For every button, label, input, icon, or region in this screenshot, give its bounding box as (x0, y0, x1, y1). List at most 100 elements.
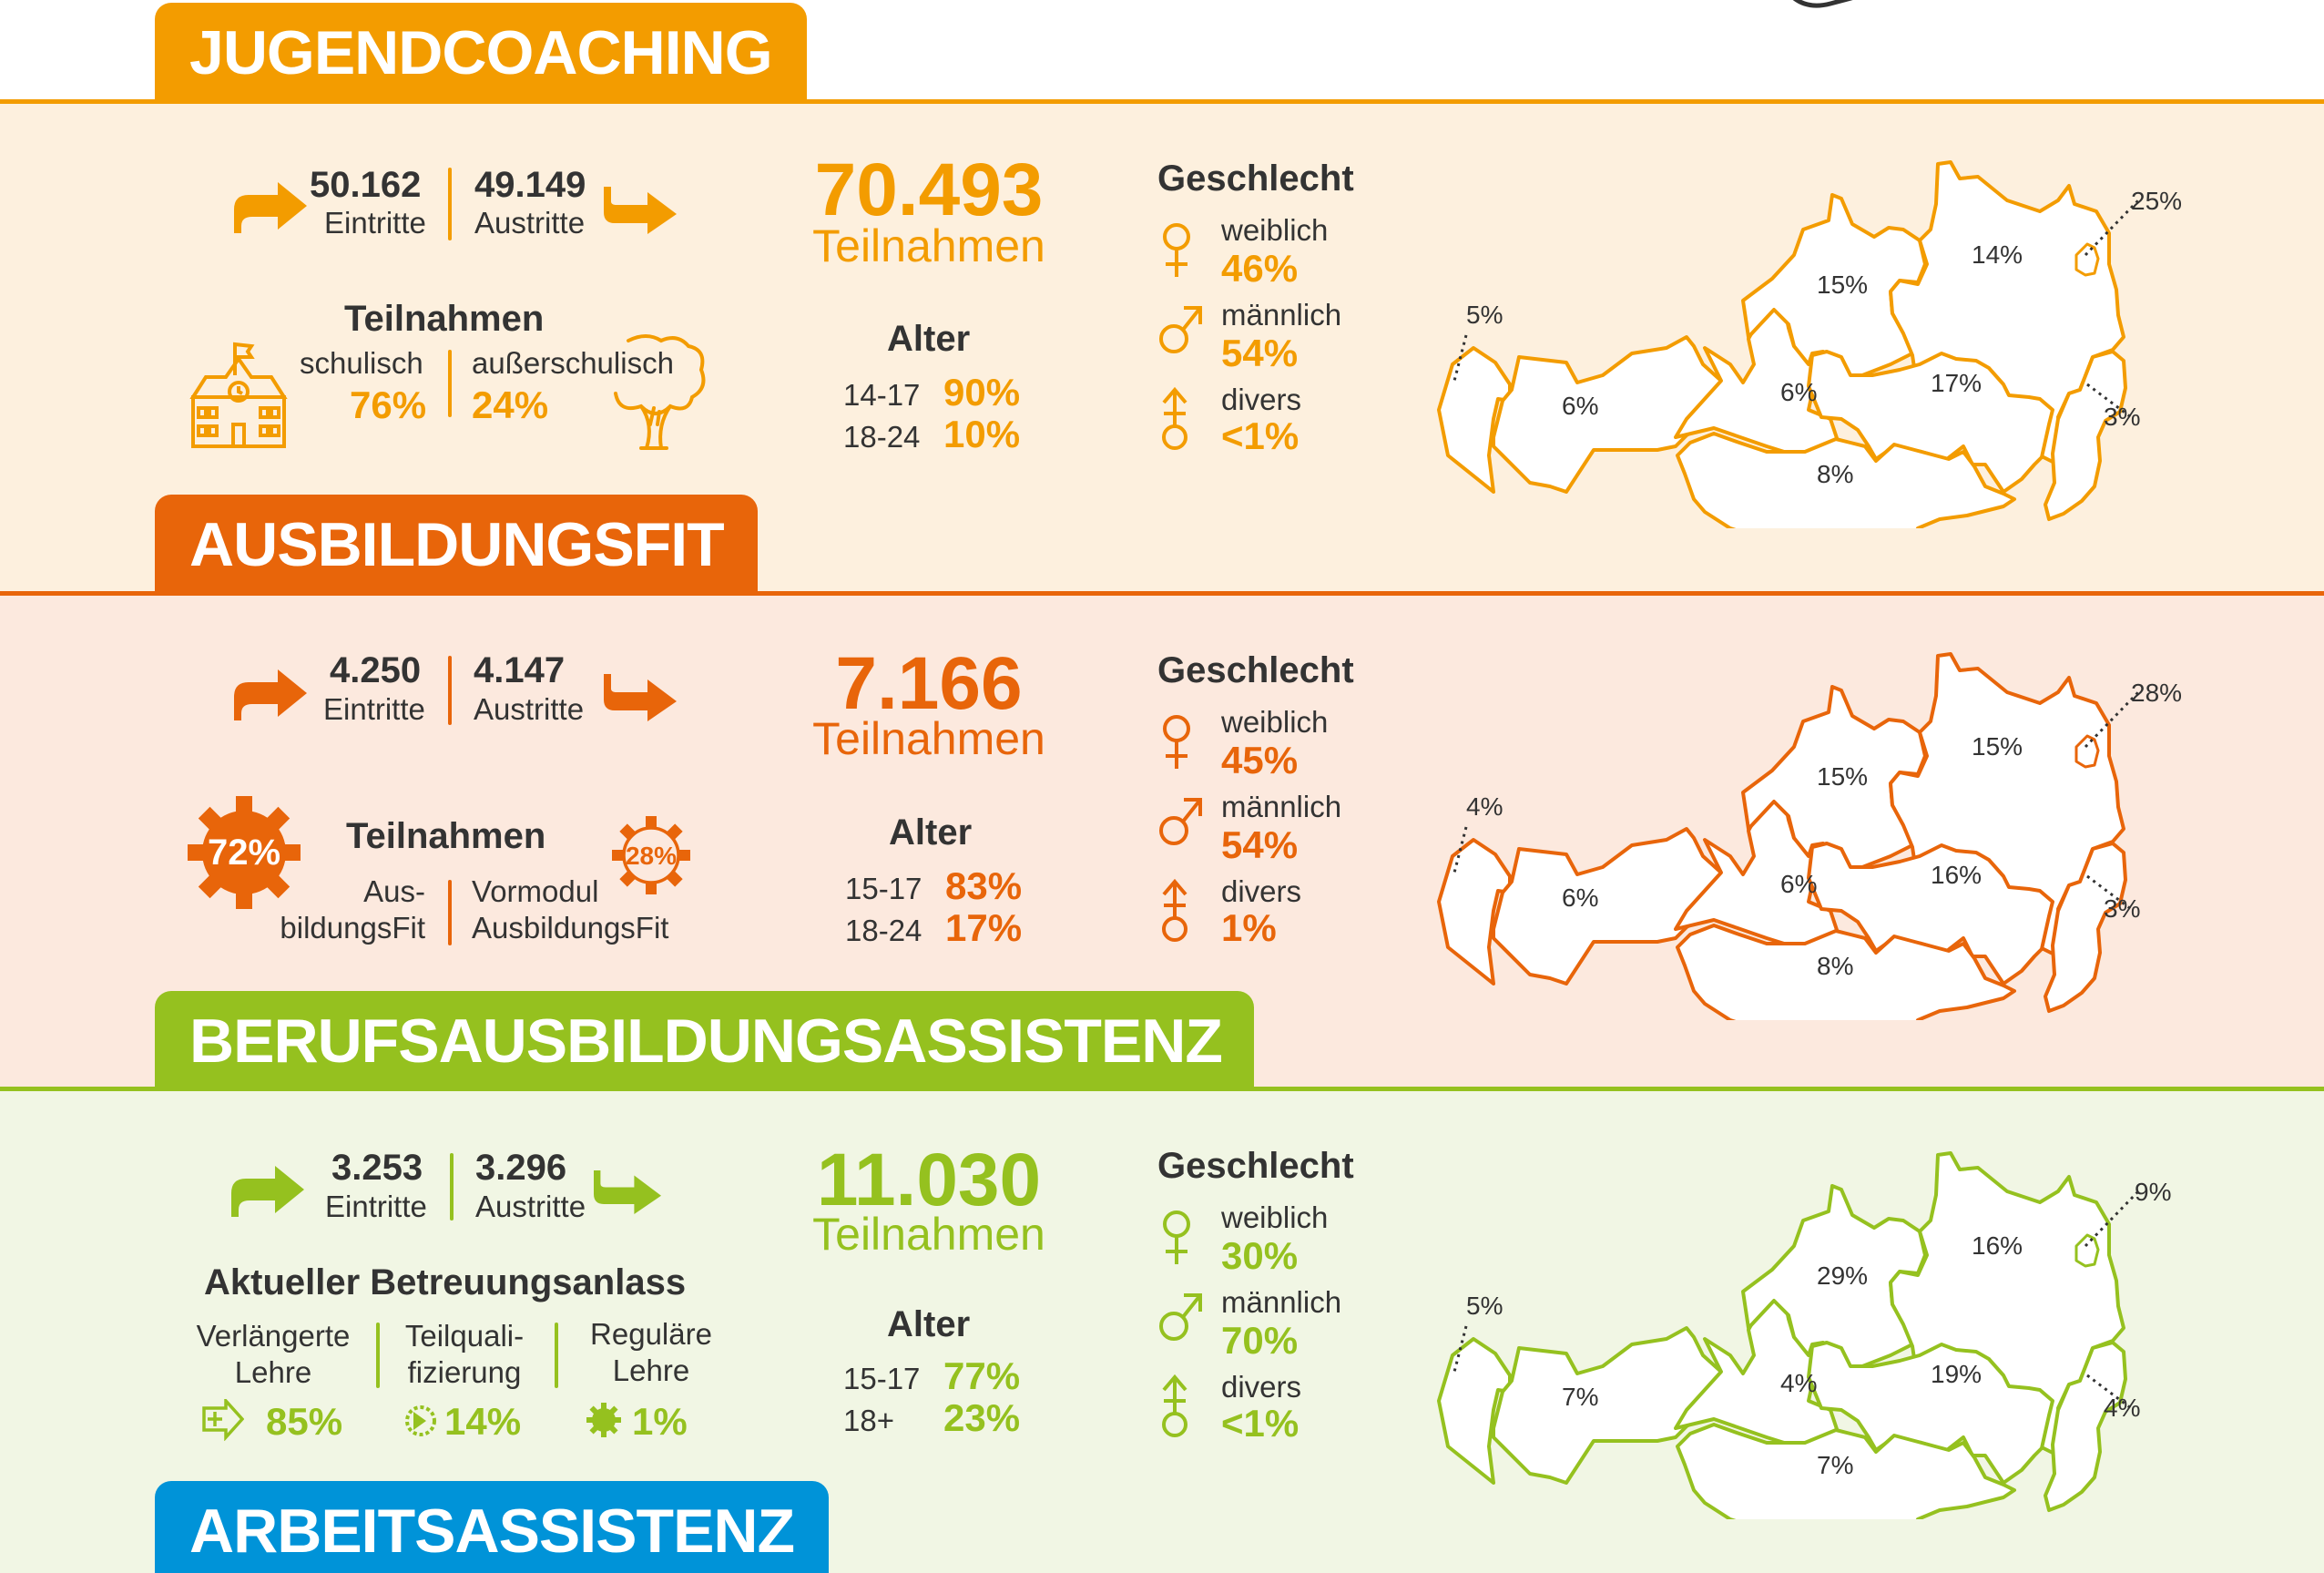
breakdown-label-verlaengerte-2: Lehre (234, 1355, 312, 1389)
school-icon (189, 342, 288, 448)
gender-label-maennlich: männlich (1221, 1285, 1342, 1319)
austritte-label: Austritte (474, 692, 585, 726)
gender-label-weiblich: weiblich (1221, 705, 1329, 739)
jugendcoaching-divider (0, 99, 2324, 104)
breakdown-value-vormodul: 28% (625, 842, 678, 870)
region-salzburg: 6% (1780, 378, 1818, 406)
alter-title: Alter (889, 812, 973, 853)
breakdown-value-schulisch: 76% (350, 383, 427, 426)
gender-label-divers: divers (1221, 874, 1302, 908)
region-burgenland: 3% (2104, 403, 2141, 431)
tree-icon (614, 334, 706, 450)
teilnahmen-total: 7.166 (835, 642, 1023, 725)
region-salzburg: 6% (1780, 870, 1818, 898)
austria-map: 5% 6% 6% 15% 14% 25% 17% 8% 3% (1421, 146, 2186, 576)
male-icon (1159, 798, 1202, 845)
age-row: 15-17 77% (843, 1357, 1020, 1396)
teilnahmen-total-label: Teilnahmen (812, 220, 1045, 271)
diverse-icon (1162, 1374, 1187, 1437)
age-range: 15-17 (845, 872, 922, 905)
region-vorarlberg: 5% (1466, 301, 1503, 329)
region-steiermark: 17% (1931, 369, 1983, 397)
gender-value-maennlich: 54% (1221, 823, 1299, 866)
breakdown-label-ausserschulisch: außerschulisch (472, 346, 674, 380)
gear-filled-icon (586, 1403, 621, 1437)
female-icon (1163, 1210, 1190, 1264)
age-row: 18+ 23% (843, 1399, 1020, 1438)
breakdown-value-verlaengerte: 85% (266, 1400, 343, 1443)
region-wien: 28% (2131, 679, 2183, 707)
region-oberoesterreich: 15% (1817, 762, 1869, 791)
region-kaernten: 7% (1817, 1451, 1854, 1479)
age-row: 15-17 83% (845, 867, 1022, 906)
austritte-value: 49.149 (474, 165, 586, 205)
region-steiermark: 16% (1931, 861, 1983, 889)
age-value: 10% (943, 413, 1021, 455)
gender-value-weiblich: 30% (1221, 1234, 1299, 1277)
teilnahmen-total-label: Teilnahmen (812, 713, 1045, 764)
age-range: 18+ (843, 1404, 894, 1437)
breakdown-label-vormodul-1: Vormodul (472, 874, 599, 908)
breakdown-label-teilqualifizierung-1: Teilquali- (404, 1319, 525, 1353)
divider (448, 656, 452, 725)
geschlecht-title: Geschlecht (1157, 1146, 1354, 1186)
austritte-value: 4.147 (474, 650, 566, 690)
gender-label-weiblich: weiblich (1221, 213, 1329, 247)
gender-label-maennlich: männlich (1221, 298, 1342, 332)
breakdown-label-teilqualifizierung-2: fizierung (407, 1355, 522, 1389)
gear-arrow-icon (405, 1405, 436, 1436)
breakdown-label-verlaengerte-1: Verlängerte (196, 1319, 351, 1353)
breakdown-value-ausserschulisch: 24% (472, 383, 549, 426)
region-wien: 25% (2131, 187, 2183, 215)
breakdown-label-ausbildungsfit-2: bildungsFit (280, 911, 425, 945)
gender-value-maennlich: 70% (1221, 1319, 1299, 1362)
eintritte-label: Eintritte (323, 692, 425, 726)
region-niederoesterreich: 15% (1972, 732, 2023, 761)
divider (376, 1323, 380, 1388)
plus-arrow-icon (202, 1399, 244, 1441)
female-icon (1163, 223, 1190, 277)
austria-map: 5% 7% 4% 29% 16% 9% 19% 7% 4% (1421, 1137, 2186, 1567)
female-icon (1163, 715, 1190, 769)
entry-arrow-icon (231, 1166, 304, 1217)
arbeitsassistenz-title: ARBEITSASSISTENZ (155, 1481, 829, 1573)
gender-label-divers: divers (1221, 1370, 1302, 1404)
gender-value-weiblich: 45% (1221, 739, 1299, 781)
male-icon (1159, 306, 1202, 353)
region-niederoesterreich: 14% (1972, 240, 2023, 269)
exit-arrow-icon (604, 674, 677, 721)
region-oberoesterreich: 15% (1817, 271, 1869, 299)
entry-arrow-icon (234, 669, 307, 720)
breakdown-label-ausbildungsfit-1: Aus- (363, 874, 425, 908)
divider (448, 880, 452, 945)
age-value: 17% (945, 906, 1023, 949)
geschlecht-title: Geschlecht (1157, 158, 1354, 199)
breakdown-value-teilqualifizierung: 14% (444, 1400, 522, 1443)
eintritte-value: 50.162 (310, 165, 422, 205)
divider (450, 1153, 454, 1221)
divider (448, 168, 452, 240)
diverse-icon (1162, 878, 1187, 942)
divider (555, 1323, 558, 1388)
alter-title: Alter (887, 319, 971, 359)
age-value: 77% (943, 1354, 1021, 1397)
gender-value-weiblich: 46% (1221, 247, 1299, 290)
region-tirol: 6% (1562, 392, 1599, 420)
alter-title: Alter (887, 1304, 971, 1344)
region-steiermark: 19% (1931, 1360, 1983, 1388)
gender-label-divers: divers (1221, 383, 1302, 416)
ausbildungsfit-divider (0, 591, 2324, 596)
eintritte-value: 4.250 (330, 650, 422, 690)
region-salzburg: 4% (1780, 1369, 1818, 1397)
age-value: 90% (943, 371, 1021, 414)
breakdown-title: Aktueller Betreuungsanlass (204, 1262, 687, 1302)
austritte-value: 3.296 (475, 1148, 567, 1188)
region-vorarlberg: 4% (1466, 792, 1503, 821)
region-kaernten: 8% (1817, 460, 1854, 488)
breakdown-title: Teilnahmen (346, 816, 546, 856)
region-vorarlberg: 5% (1466, 1292, 1503, 1320)
teilnahmen-total: 11.030 (816, 1139, 1042, 1221)
age-row: 18-24 17% (845, 909, 1022, 948)
austria-map: 4% 6% 6% 15% 15% 28% 16% 8% 3% (1421, 638, 2186, 1067)
eintritte-value: 3.253 (331, 1148, 423, 1188)
